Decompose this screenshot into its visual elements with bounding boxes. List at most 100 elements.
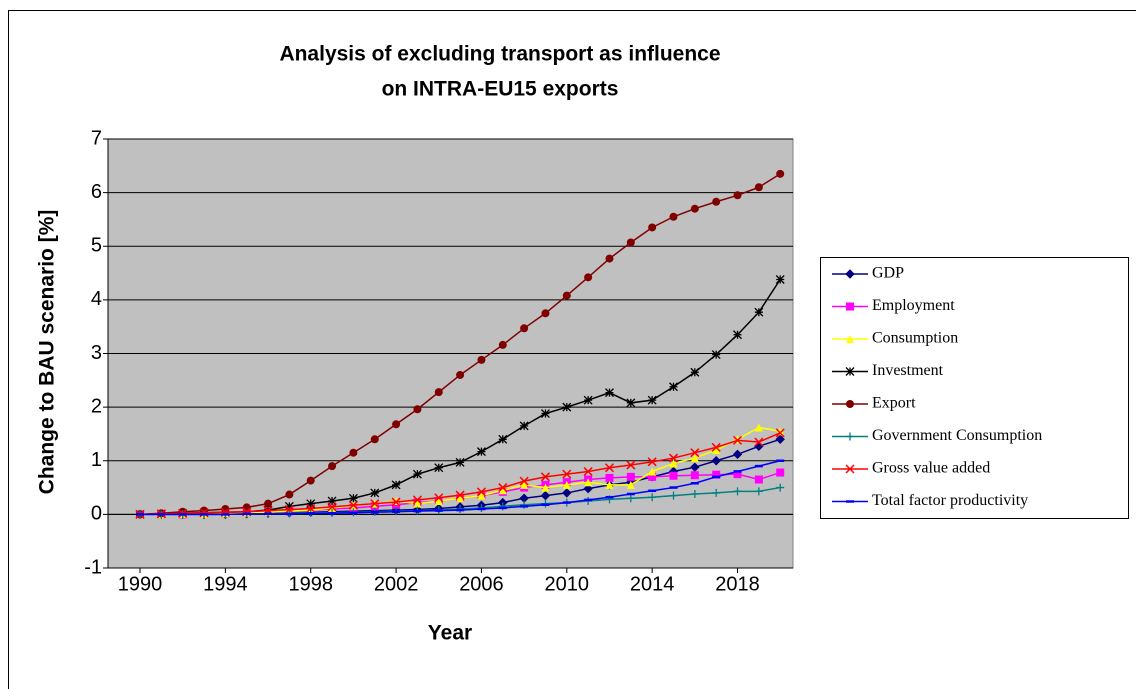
marker [626,480,635,489]
marker [668,453,679,463]
marker [306,499,316,509]
marker [669,382,678,392]
x-axis-label: Year [428,622,472,645]
x-tick-label: 2014 [630,573,675,595]
marker [562,291,571,300]
legend-label: Gross value added [872,460,990,477]
marker [391,480,401,490]
marker [732,435,743,445]
marker [605,388,614,398]
marker [541,409,550,419]
legend-label: Government Consumption [872,427,1042,444]
y-tick-label: 6 [91,181,102,203]
marker [776,468,785,477]
marker [434,493,444,503]
marker [711,350,721,360]
y-tick-label: 1 [91,449,102,471]
marker [348,493,358,503]
marker [498,434,508,444]
marker [520,480,529,489]
marker [626,460,636,470]
marker [584,478,593,487]
marker [733,470,742,479]
y-tick-label: 3 [91,342,102,364]
x-tick-label: 2018 [715,573,760,595]
marker [434,388,443,397]
marker [647,395,657,405]
marker [690,471,699,480]
marker [541,309,550,318]
marker [776,483,785,492]
marker [413,405,422,414]
marker [754,183,763,192]
marker [412,469,422,479]
marker [712,488,721,497]
marker [711,456,721,466]
y-tick-label: 2 [91,395,102,417]
marker [434,463,444,473]
x-tick-label: 1994 [203,573,248,595]
marker [733,191,742,200]
marker [690,462,700,472]
marker [648,472,657,481]
marker [583,483,593,494]
marker [669,459,678,468]
marker [349,448,358,457]
y-tick-label: 4 [91,288,102,310]
marker [413,499,422,508]
marker [540,490,551,501]
marker [348,500,358,510]
marker [455,490,465,500]
legend [820,257,1129,519]
y-tick-label: -1 [84,556,102,578]
marker [412,495,422,505]
marker [541,483,550,492]
marker [284,501,294,511]
legend-label: Export [872,395,916,412]
marker [476,447,486,457]
marker [328,462,337,471]
marker [455,457,465,467]
marker [605,480,614,489]
marker [669,471,678,480]
marker [690,204,699,213]
marker [690,454,699,463]
legend-label: Consumption [872,330,958,347]
marker [648,223,657,232]
marker [626,494,635,503]
marker [605,473,614,482]
marker [306,503,316,514]
marker [498,483,508,493]
marker [712,470,721,479]
marker [754,437,764,447]
marker [690,489,699,498]
chart-title: Analysis of excluding transport as influ… [279,43,720,66]
x-tick-label: 1998 [288,573,333,595]
marker [733,330,742,340]
marker [456,494,465,503]
marker [669,491,678,500]
marker [754,475,763,484]
legend-label: GDP [872,265,904,282]
marker [690,367,700,377]
marker [391,497,401,507]
marker [626,238,635,247]
marker [264,499,273,508]
marker [846,432,854,441]
marker [434,496,443,505]
x-tick-label: 2010 [545,573,590,595]
marker [690,448,700,458]
legend-label: Employment [872,297,955,314]
marker [519,476,529,486]
marker [754,423,763,432]
x-tick-label: 2002 [374,573,419,595]
marker [845,269,855,279]
marker [370,488,380,498]
chart-title: on INTRA-EU15 exports [382,78,619,101]
marker [732,449,743,460]
marker [306,476,315,485]
marker [562,469,572,479]
marker [733,487,742,496]
marker [711,442,721,452]
